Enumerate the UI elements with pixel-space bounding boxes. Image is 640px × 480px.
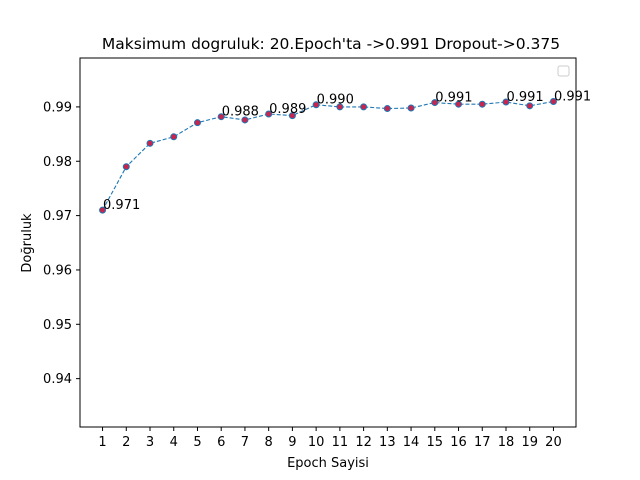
series-line xyxy=(102,100,554,211)
x-tick-label: 5 xyxy=(193,435,201,450)
y-tick-label: 0.94 xyxy=(43,372,72,387)
data-point xyxy=(170,133,178,141)
data-label: 0.971 xyxy=(103,198,140,213)
data-point xyxy=(526,102,534,110)
data-point xyxy=(99,206,107,214)
data-label: 0.989 xyxy=(269,102,306,117)
x-tick-label: 7 xyxy=(241,435,249,450)
data-point xyxy=(478,100,486,108)
y-tick-label: 0.99 xyxy=(43,100,72,115)
x-tick-label: 8 xyxy=(265,435,273,450)
x-tick-label: 6 xyxy=(217,435,225,450)
x-axis: 1 2 3 4 5 6 7 8 9 10 11 12 13 14 15 16 17 18 19 20 xyxy=(98,427,562,450)
x-tick-label: 17 xyxy=(474,435,491,450)
y-axis: 0.94 0.95 0.96 0.97 0.98 0.99 xyxy=(43,100,80,387)
data-label: 0.991 xyxy=(435,91,472,106)
data-point xyxy=(122,163,130,171)
x-tick-label: 4 xyxy=(170,435,178,450)
data-point xyxy=(383,105,391,113)
data-point xyxy=(146,139,154,147)
y-tick-label: 0.97 xyxy=(43,209,72,224)
x-axis-label: Epoch Sayisi xyxy=(287,456,369,471)
y-tick-label: 0.95 xyxy=(43,318,72,333)
x-tick-label: 15 xyxy=(427,435,444,450)
x-tick-label: 20 xyxy=(545,435,562,450)
x-tick-label: 9 xyxy=(288,435,296,450)
x-tick-label: 19 xyxy=(521,435,538,450)
data-label: 0.991 xyxy=(554,89,591,104)
x-tick-label: 1 xyxy=(98,435,106,450)
data-point xyxy=(265,110,273,118)
plot-frame xyxy=(79,57,577,428)
x-tick-label: 13 xyxy=(379,435,396,450)
data-point xyxy=(549,97,557,105)
x-tick-label: 2 xyxy=(122,435,130,450)
plot-area xyxy=(79,57,577,428)
legend-box xyxy=(557,65,570,77)
x-tick-label: 11 xyxy=(332,435,349,450)
x-tick-label: 12 xyxy=(355,435,372,450)
x-tick-label: 14 xyxy=(403,435,420,450)
data-point xyxy=(407,104,415,112)
data-label: 0.988 xyxy=(222,105,259,120)
data-point xyxy=(241,116,249,124)
y-axis-label: Doğruluk xyxy=(20,213,35,273)
data-point xyxy=(455,100,463,108)
y-tick-label: 0.98 xyxy=(43,155,72,170)
data-label: 0.990 xyxy=(317,93,354,108)
x-tick-label: 18 xyxy=(498,435,515,450)
data-point xyxy=(217,113,225,121)
data-point xyxy=(193,119,201,127)
data-point xyxy=(288,112,296,120)
chart-title: Maksimum dogruluk: 20.Epoch'ta ->0.991 D… xyxy=(102,35,560,53)
data-point xyxy=(431,99,439,107)
data-label: 0.991 xyxy=(506,90,543,105)
x-tick-label: 10 xyxy=(308,435,325,450)
data-point xyxy=(336,103,344,111)
annotation-layer: 0.971 0.988 0.989 0.990 0.991 0.991 0.991 xyxy=(103,89,591,213)
data-point xyxy=(360,103,368,111)
data-point xyxy=(502,98,510,106)
x-tick-label: 16 xyxy=(450,435,467,450)
x-tick-label: 3 xyxy=(146,435,154,450)
y-tick-label: 0.96 xyxy=(43,263,72,278)
series-layer xyxy=(99,97,557,214)
data-point xyxy=(312,101,320,109)
